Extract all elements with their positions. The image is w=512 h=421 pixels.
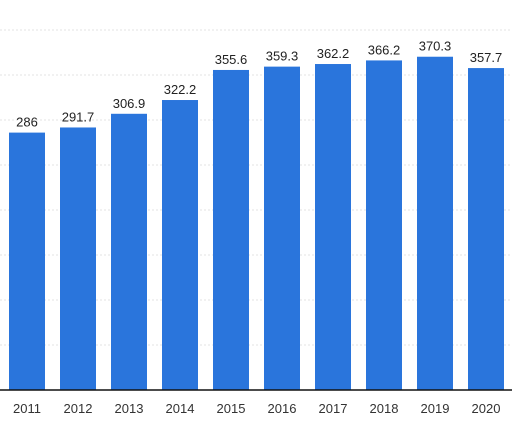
bar-value-label-2012: 291.7 xyxy=(62,109,95,124)
bar-value-label-2020: 357.7 xyxy=(470,50,503,65)
bar-value-label-2013: 306.9 xyxy=(113,96,146,111)
bar-2012 xyxy=(60,127,96,390)
x-tick-labels: 2011 2012 2013 2014 2015 2016 2017 2018 2019 2020 xyxy=(13,401,500,416)
bar-value-label-2018: 366.2 xyxy=(368,42,401,57)
x-tick-label-2015: 2015 xyxy=(217,401,246,416)
x-tick-label-2020: 2020 xyxy=(472,401,501,416)
bar-2018 xyxy=(366,60,402,391)
bars xyxy=(9,56,504,391)
bar-2011 xyxy=(9,132,45,390)
x-tick-label-2012: 2012 xyxy=(64,401,93,416)
bar-2014 xyxy=(162,100,198,391)
bar-2019 xyxy=(417,56,453,390)
bar-value-label-2014: 322.2 xyxy=(164,82,197,97)
bar-value-label-2016: 359.3 xyxy=(266,49,299,64)
x-tick-label-2019: 2019 xyxy=(421,401,450,416)
bar-value-label-2019: 370.3 xyxy=(419,39,452,54)
bar-2016 xyxy=(264,66,300,390)
bar-2017 xyxy=(315,64,351,391)
bar-2015 xyxy=(213,69,249,391)
bar-value-label-2011: 286 xyxy=(16,115,38,130)
bar-value-labels: 286 291.7 306.9 322.2 355.6 359.3 362.2 366.2 37… xyxy=(16,39,502,130)
x-tick-label-2014: 2014 xyxy=(166,401,195,416)
x-tick-label-2018: 2018 xyxy=(370,401,399,416)
x-tick-label-2017: 2017 xyxy=(319,401,348,416)
bar-2020 xyxy=(468,68,504,390)
bar-value-label-2015: 355.6 xyxy=(215,52,248,67)
x-tick-label-2013: 2013 xyxy=(115,401,144,416)
x-tick-label-2016: 2016 xyxy=(268,401,297,416)
bar-2013 xyxy=(111,113,147,390)
x-tick-label-2011: 2011 xyxy=(13,401,41,416)
bar-value-label-2017: 362.2 xyxy=(317,46,350,61)
